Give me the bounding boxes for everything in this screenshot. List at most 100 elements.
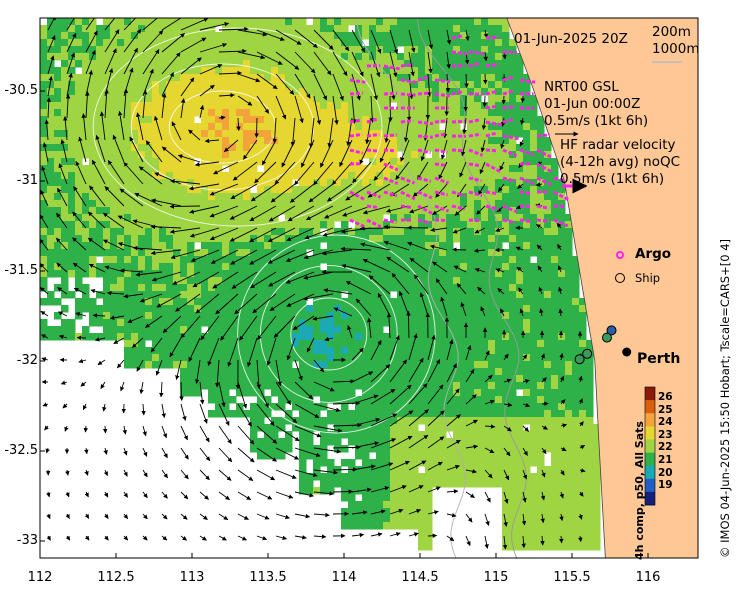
sst-cell	[551, 403, 559, 411]
sst-cell	[103, 60, 111, 68]
sst-cell	[572, 424, 580, 432]
sst-cell	[397, 459, 405, 467]
sst-cell	[334, 130, 342, 138]
sst-cell	[348, 158, 356, 166]
sst-cell	[292, 116, 300, 124]
sst-cell	[145, 256, 153, 264]
sst-cell	[488, 228, 496, 236]
sst-cell	[306, 340, 314, 348]
sst-cell	[376, 403, 384, 411]
sst-cell	[439, 200, 447, 208]
sst-cell	[159, 361, 167, 369]
sst-cell	[292, 403, 300, 411]
sst-cell	[558, 452, 566, 460]
sst-cell	[530, 459, 538, 467]
sst-cell	[579, 305, 587, 313]
sst-cell	[47, 18, 55, 26]
sst-cell	[551, 536, 559, 544]
sst-cell	[551, 445, 559, 453]
sst-cell	[236, 144, 244, 152]
current-arrow	[161, 18, 187, 31]
sst-cell	[285, 53, 293, 61]
sst-cell	[334, 473, 342, 481]
sst-cell	[75, 221, 83, 229]
sst-cell	[257, 95, 265, 103]
sst-cell	[201, 53, 209, 61]
sst-cell	[418, 151, 426, 159]
sst-cell	[110, 88, 118, 96]
sst-cell	[320, 445, 328, 453]
sst-cell	[488, 18, 496, 26]
sst-cell	[180, 165, 188, 173]
sst-cell	[110, 277, 118, 285]
sst-cell	[369, 137, 377, 145]
sst-cell	[327, 417, 335, 425]
sst-cell	[537, 459, 545, 467]
sst-cell	[306, 74, 314, 82]
sst-cell	[278, 291, 286, 299]
sst-cell	[82, 326, 90, 334]
sst-cell	[348, 60, 356, 68]
sst-cell	[467, 165, 475, 173]
sst-cell	[551, 375, 559, 383]
sst-cell	[376, 67, 384, 75]
current-arrow	[161, 92, 167, 119]
sst-cell	[68, 249, 76, 257]
sst-cell	[509, 109, 517, 117]
sst-cell	[446, 116, 454, 124]
sst-cell	[551, 515, 559, 523]
sst-cell	[250, 375, 258, 383]
sst-cell	[103, 214, 111, 222]
sst-cell	[502, 312, 510, 320]
sst-cell	[376, 319, 384, 327]
sst-cell	[138, 291, 146, 299]
sst-cell	[530, 326, 538, 334]
sst-cell	[411, 179, 419, 187]
sst-cell	[495, 60, 503, 68]
sst-cell	[523, 368, 531, 376]
sst-cell	[285, 382, 293, 390]
current-arrow	[324, 205, 353, 219]
sst-cell	[390, 18, 398, 26]
sst-cell	[68, 95, 76, 103]
sst-cell	[250, 165, 258, 173]
sst-cell	[474, 53, 482, 61]
sst-cell	[40, 137, 48, 145]
current-arrow	[47, 75, 53, 97]
sst-cell	[551, 396, 559, 404]
sst-cell	[82, 60, 90, 68]
sst-cell	[306, 445, 314, 453]
sst-cell	[306, 333, 314, 341]
sst-cell	[152, 200, 160, 208]
sst-cell	[383, 53, 391, 61]
sst-cell	[187, 221, 195, 229]
sst-cell	[411, 165, 419, 173]
sst-cell	[264, 130, 272, 138]
sst-cell	[397, 249, 405, 257]
sst-cell	[278, 81, 286, 89]
sst-cell	[425, 389, 433, 397]
current-arrow	[162, 315, 182, 334]
sst-cell	[432, 158, 440, 166]
sst-cell	[362, 382, 370, 390]
sst-cell	[348, 151, 356, 159]
sst-cell	[75, 95, 83, 103]
sst-cell	[250, 88, 258, 96]
sst-cell	[327, 284, 335, 292]
sst-cell	[124, 235, 132, 243]
sst-cell	[334, 347, 342, 355]
sst-cell	[572, 256, 580, 264]
sst-cell	[551, 389, 559, 397]
sst-cell	[299, 466, 307, 474]
sst-cell	[243, 249, 251, 257]
sst-cell	[530, 137, 538, 145]
sst-cell	[383, 305, 391, 313]
sst-cell	[40, 130, 48, 138]
sst-cell	[404, 480, 412, 488]
sst-cell	[341, 298, 349, 306]
sst-cell	[355, 200, 363, 208]
sst-cell	[285, 207, 293, 215]
current-arrow	[400, 139, 410, 162]
sst-cell	[551, 340, 559, 348]
